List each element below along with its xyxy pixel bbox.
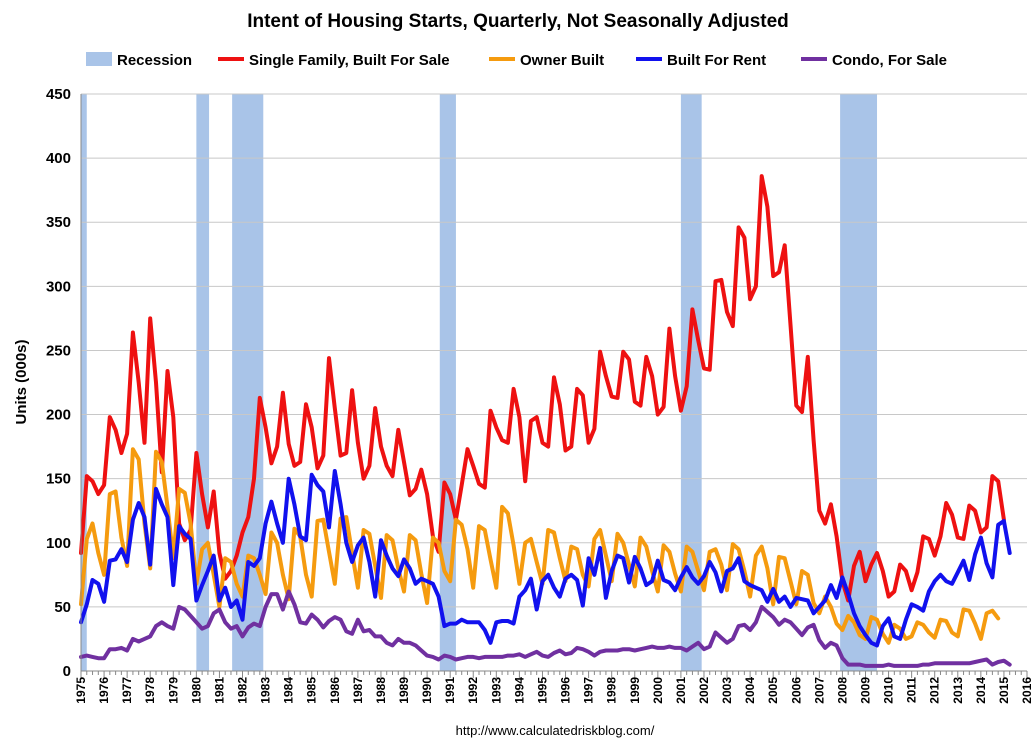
y-tick-label: 200 — [46, 407, 71, 424]
x-tick-label: 2008 — [835, 677, 849, 704]
legend-item: Single Family, Built For Sale — [218, 52, 450, 69]
x-tick-label: 2000 — [651, 677, 665, 704]
x-tick-label: 1985 — [305, 677, 319, 704]
y-tick-label: 400 — [46, 150, 71, 167]
x-tick-label: 1993 — [489, 677, 503, 704]
series-line-condo-for-sale — [79, 589, 1012, 668]
x-tick-label: 1999 — [628, 677, 642, 704]
legend-label: Single Family, Built For Sale — [249, 52, 450, 69]
legend-label: Recession — [117, 52, 192, 69]
x-tick-label: 2002 — [697, 677, 711, 704]
recession-band — [439, 94, 456, 671]
x-tick-label: 2011 — [905, 677, 919, 703]
y-tick-label: 50 — [54, 599, 71, 616]
x-tick-label: 1979 — [166, 677, 180, 704]
x-tick-label: 1992 — [466, 677, 480, 704]
source-url: http://www.calculatedriskblog.com/ — [456, 723, 655, 738]
y-tick-label: 350 — [46, 214, 71, 231]
x-tick-label: 1980 — [189, 677, 203, 704]
x-tick-label: 2009 — [858, 677, 872, 704]
series-line-owner-built — [79, 447, 1001, 645]
x-tick-label: 2014 — [974, 677, 988, 704]
x-tick-label: 2016 — [1020, 677, 1034, 704]
legend-item: Built For Rent — [636, 52, 766, 69]
x-tick-label: 2012 — [928, 677, 942, 704]
legend-label: Owner Built — [520, 52, 604, 69]
recession-bands — [81, 94, 878, 671]
recession-band — [81, 94, 87, 671]
x-tick-label: 2015 — [997, 677, 1011, 704]
x-tick-label: 2001 — [674, 677, 688, 704]
y-tick-label: 450 — [46, 86, 71, 103]
x-tick-label: 1990 — [420, 677, 434, 704]
y-tick-label: 100 — [46, 535, 71, 552]
x-tick-label: 2013 — [951, 677, 965, 704]
x-tick-label: 1982 — [236, 677, 250, 704]
x-tick-label: 2005 — [766, 677, 780, 704]
x-tick-label: 1977 — [120, 677, 134, 704]
x-tick-label: 1988 — [374, 677, 388, 704]
x-tick-label: 1998 — [605, 677, 619, 704]
x-tick-label: 1997 — [582, 677, 596, 704]
x-tick-label: 2010 — [882, 677, 896, 704]
y-tick-label: 0 — [63, 663, 71, 680]
x-tick-label: 1978 — [143, 677, 157, 704]
legend-swatch — [86, 52, 112, 66]
x-tick-label: 1983 — [259, 677, 273, 704]
x-tick-label: 1981 — [212, 677, 226, 704]
x-tick-label: 1994 — [512, 677, 526, 704]
y-axis-label: Units (000s) — [13, 339, 30, 424]
y-tick-label: 300 — [46, 278, 71, 295]
legend-item: Condo, For Sale — [801, 52, 947, 69]
legend-label: Built For Rent — [667, 52, 766, 69]
x-tick-label: 1984 — [282, 677, 296, 704]
legend: Recession Single Family, Built For Sale Ow… — [86, 52, 947, 69]
x-tick-label: 1989 — [397, 677, 411, 704]
x-tick-label: 1986 — [328, 677, 342, 704]
recession-band — [680, 94, 702, 671]
x-tick-label: 2007 — [812, 677, 826, 704]
legend-item: Owner Built — [489, 52, 604, 69]
legend-label: Condo, For Sale — [832, 52, 947, 69]
legend-item: Recession — [86, 52, 192, 69]
x-tick-label: 1976 — [97, 677, 111, 704]
x-tick-label: 1987 — [351, 677, 365, 704]
series-line-single-family-built-for-sale — [79, 174, 1006, 603]
x-tick-label: 2004 — [743, 677, 757, 704]
x-tick-label: 2003 — [720, 677, 734, 704]
y-tick-label: 150 — [46, 471, 71, 488]
x-tick-label: 1995 — [535, 677, 549, 704]
x-tick-label: 1996 — [559, 677, 573, 704]
x-tick-label: 1975 — [74, 677, 88, 704]
y-tick-label: 250 — [46, 342, 71, 359]
x-tick-label: 2006 — [789, 677, 803, 704]
x-tick-label: 1991 — [443, 677, 457, 704]
series-lines — [79, 174, 1012, 668]
recession-band — [840, 94, 878, 671]
series-line-built-for-rent — [79, 469, 1012, 648]
chart-title: Intent of Housing Starts, Quarterly, Not… — [247, 11, 789, 32]
axes: 0 50 100 150 200 250 300 350 400 450 1975 1976 1977 1… — [46, 86, 1034, 704]
